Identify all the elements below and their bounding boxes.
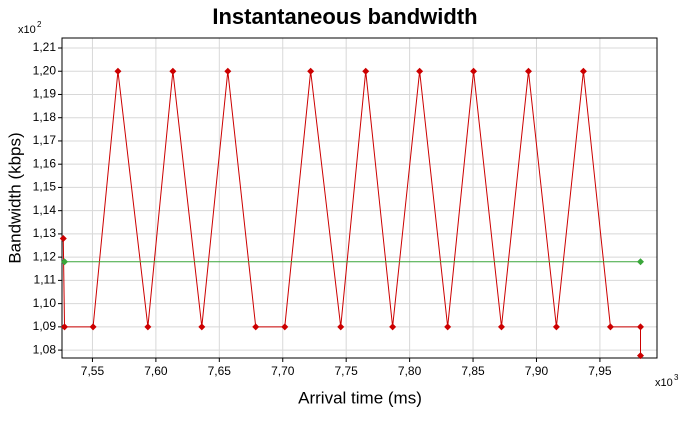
marker [470, 67, 478, 75]
x-tick-label: 7,90 [525, 364, 549, 378]
y-tick-label: 1,17 [33, 133, 57, 147]
marker [224, 67, 232, 75]
y-axis-label: Bandwidth (kbps) [5, 132, 24, 263]
series-line [62, 71, 642, 356]
marker [416, 67, 424, 75]
marker [114, 67, 122, 75]
y-tick-label: 1,16 [33, 156, 57, 170]
marker [552, 323, 560, 331]
marker [444, 323, 452, 331]
marker [281, 323, 289, 331]
y-tick-label: 1,09 [33, 319, 57, 333]
marker [637, 258, 645, 266]
marker [637, 352, 645, 360]
marker [144, 323, 152, 331]
marker [524, 67, 532, 75]
x-tick-label: 7,95 [588, 364, 612, 378]
x-tick-label: 7,80 [398, 364, 422, 378]
marker [198, 323, 206, 331]
marker [59, 235, 67, 243]
marker [252, 323, 260, 331]
plot-frame [61, 37, 658, 359]
y-multiplier: x10 [18, 24, 36, 36]
marker [579, 67, 587, 75]
y-tick-label: 1,08 [33, 342, 57, 356]
y-tick-label: 1,21 [33, 40, 57, 54]
x-axis-label: Arrival time (ms) [298, 388, 422, 407]
marker [61, 258, 69, 266]
x-multiplier: x10 [655, 377, 673, 389]
marker [389, 323, 397, 331]
y-tick-label: 1,20 [33, 63, 57, 77]
y-multiplier-exp: 2 [37, 20, 42, 29]
chart-title: Instantaneous bandwidth [212, 4, 477, 29]
marker [89, 323, 97, 331]
marker [637, 323, 645, 331]
x-tick-label: 7,75 [334, 364, 358, 378]
x-tick-label: 7,65 [208, 364, 232, 378]
x-tick-label: 7,85 [461, 364, 485, 378]
y-tick-label: 1,12 [33, 249, 57, 263]
marker [61, 323, 69, 331]
y-tick-label: 1,14 [33, 203, 57, 217]
marker [307, 67, 315, 75]
y-tick-label: 1,18 [33, 110, 57, 124]
marker [337, 323, 345, 331]
marker [169, 67, 177, 75]
y-tick-label: 1,19 [33, 87, 57, 101]
marker [497, 323, 505, 331]
x-tick-label: 7,70 [271, 364, 295, 378]
y-tick-label: 1,11 [34, 273, 57, 287]
y-tick-label: 1,15 [33, 180, 57, 194]
marker [606, 323, 614, 331]
x-multiplier-exp: 3 [674, 373, 679, 382]
marker [362, 67, 370, 75]
y-tick-label: 1,13 [33, 226, 57, 240]
x-tick-label: 7,55 [81, 364, 105, 378]
y-tick-label: 1,10 [33, 296, 57, 310]
x-tick-label: 7,60 [144, 364, 168, 378]
